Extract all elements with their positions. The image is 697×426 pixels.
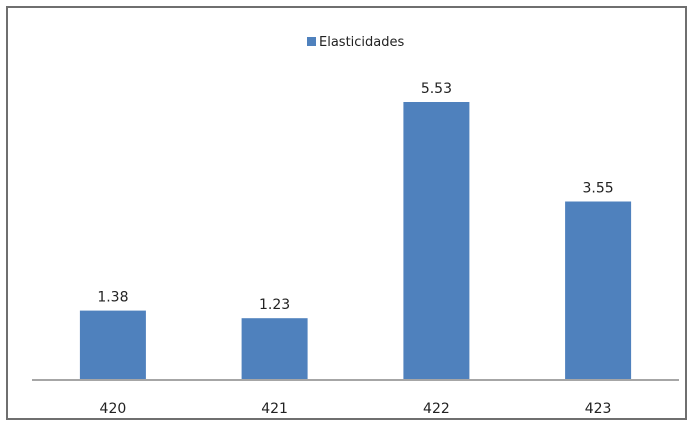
bar-423 — [565, 201, 632, 380]
data-label-421: 1.23 — [259, 297, 290, 313]
x-tick-label-420: 420 — [100, 401, 127, 417]
legend-swatch — [307, 37, 316, 46]
data-label-420: 1.38 — [97, 290, 128, 306]
data-label-422: 5.53 — [421, 81, 452, 97]
x-tick-label-422: 422 — [423, 401, 450, 417]
bar-422 — [403, 102, 470, 380]
bar-421 — [241, 318, 308, 380]
x-tick-labels: 420 421 422 423 — [100, 401, 612, 417]
legend-label: Elasticidades — [319, 35, 405, 50]
value-labels: 1.38 1.23 5.53 3.55 — [97, 81, 613, 313]
x-tick-label-423: 423 — [585, 401, 612, 417]
x-tick-label-421: 421 — [261, 401, 288, 417]
bars — [79, 102, 632, 380]
data-label-423: 3.55 — [583, 181, 614, 197]
legend: Elasticidades — [307, 35, 405, 50]
bar-420 — [79, 310, 146, 380]
